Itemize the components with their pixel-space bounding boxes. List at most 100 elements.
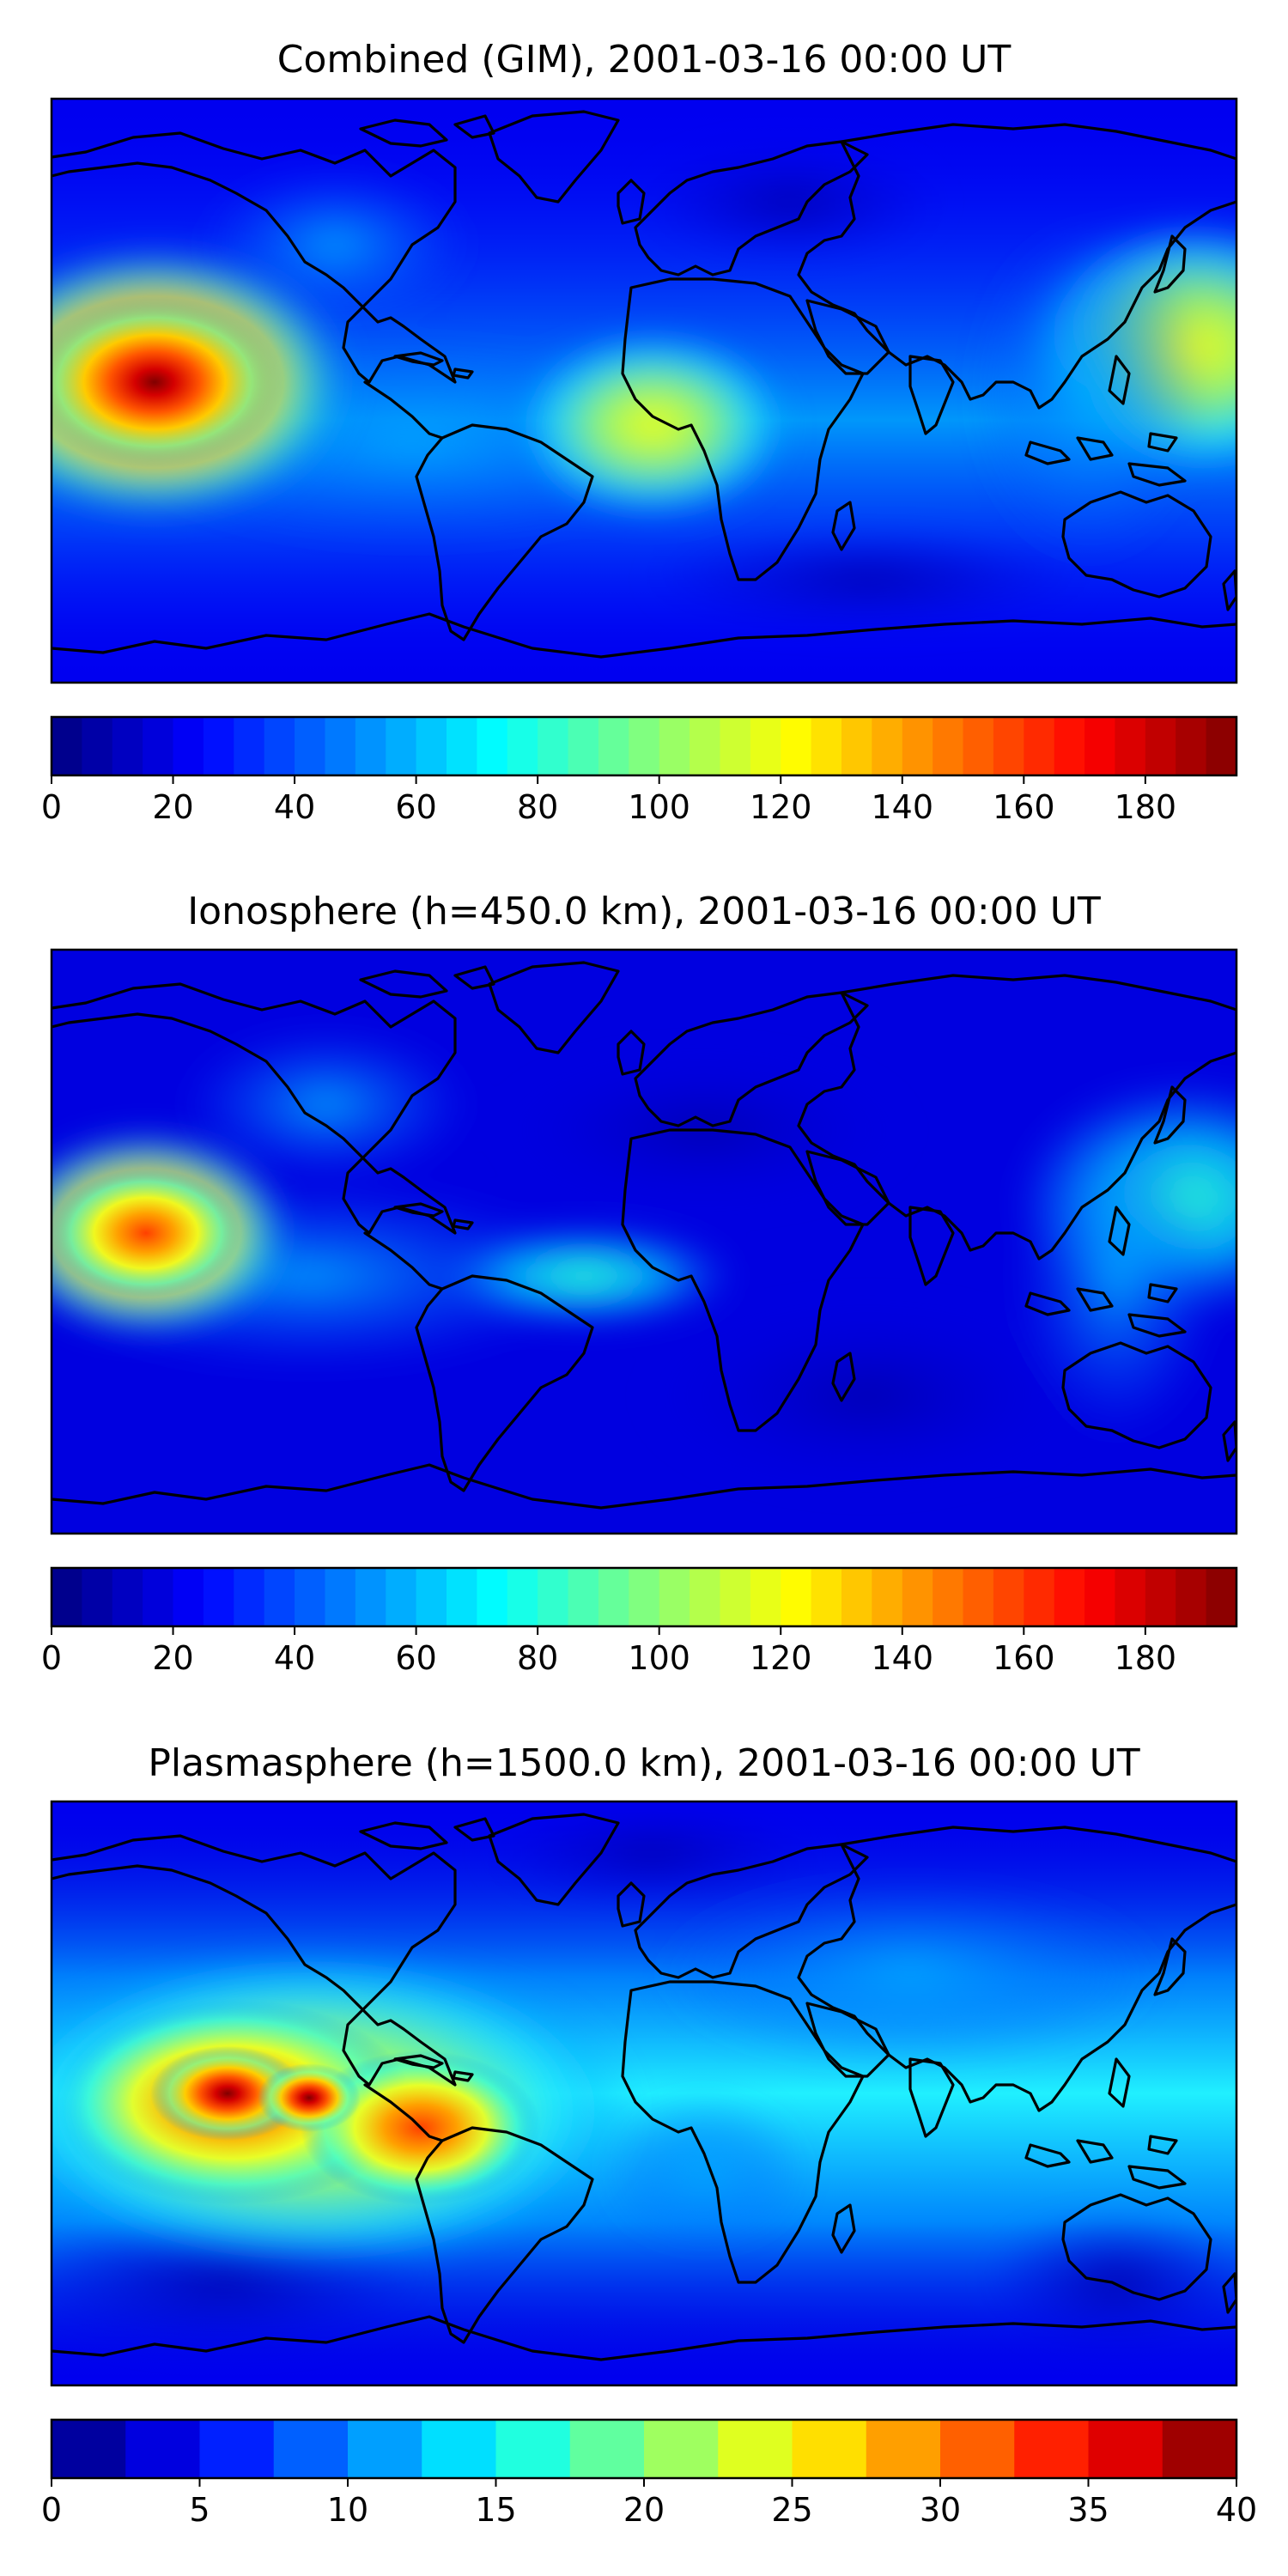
colorbar-level (199, 2420, 275, 2478)
colorbar-level (1054, 717, 1085, 775)
colorbar-level (538, 717, 569, 775)
map-ionosphere (50, 948, 1238, 1535)
colorbar-level (203, 1568, 234, 1626)
colorbar-level (112, 717, 143, 775)
colorbar-tick-label: 140 (872, 788, 934, 826)
colorbar-tick-label: 160 (993, 788, 1055, 826)
colorbar-level (325, 1568, 356, 1626)
colorbar-level (841, 717, 872, 775)
colorbar-tick-label: 30 (920, 2491, 961, 2529)
colorbar-tick-label: 180 (1115, 1639, 1177, 1677)
colorbar-tick-label: 60 (395, 1639, 436, 1677)
colorbar-level (52, 2420, 126, 2478)
colorbar-combined: 0 20 40 60 80 100 120 140 160 180 (41, 715, 1238, 826)
colorbar-level (629, 717, 660, 775)
colorbar-level (1024, 1568, 1055, 1626)
colorbar-level (82, 1568, 113, 1626)
colorbar-level (1176, 1568, 1207, 1626)
panel-title: Plasmasphere (h=1500.0 km), 2001-03-16 0… (148, 1741, 1139, 1785)
colorbar-level (355, 1568, 386, 1626)
colorbar-tick-label: 15 (475, 2491, 516, 2529)
colorbar-level (1054, 1568, 1085, 1626)
colorbar-level (538, 1568, 569, 1626)
colorbar-level (477, 717, 508, 775)
colorbar-level (264, 1568, 295, 1626)
colorbar-level (598, 1568, 629, 1626)
colorbar-level (690, 1568, 721, 1626)
colorbar-level (963, 717, 994, 775)
colorbar-tick-label: 100 (628, 1639, 690, 1677)
colorbar-level (933, 717, 964, 775)
colorbar-tick-label: 20 (623, 2491, 665, 2529)
colorbar-tick-label: 0 (41, 1639, 62, 1677)
panel-title: Combined (GIM), 2001-03-16 00:00 UT (277, 38, 1012, 82)
colorbar-level (1176, 717, 1207, 775)
colorbar-level (1084, 1568, 1116, 1626)
colorbar-level (841, 1568, 872, 1626)
colorbar-level (447, 717, 477, 775)
colorbar-level (690, 717, 721, 775)
colorbar-tick-label: 40 (1216, 2491, 1257, 2529)
colorbar-ionosphere: 0 20 40 60 80 100 120 140 160 180 (41, 1566, 1238, 1677)
colorbar-tick-label: 0 (41, 2491, 62, 2529)
colorbar-tick-label: 120 (750, 1639, 812, 1677)
colorbar-level (569, 2420, 645, 2478)
colorbar-level (173, 717, 204, 775)
panel-combined: Combined (GIM), 2001-03-16 00:00 UT (41, 38, 1238, 826)
colorbar-level (264, 717, 295, 775)
colorbar-level (82, 717, 113, 775)
colorbar-level (52, 1568, 82, 1626)
colorbar-level (386, 1568, 417, 1626)
colorbar-level (781, 1568, 812, 1626)
colorbar-tick-label: 20 (152, 1639, 193, 1677)
colorbar-level (720, 717, 751, 775)
colorbar-level (203, 717, 234, 775)
colorbar-level (902, 717, 933, 775)
colorbar-level (963, 1568, 994, 1626)
colorbar-level (1206, 1568, 1237, 1626)
colorbar-level (1024, 717, 1055, 775)
colorbar-level (902, 1568, 933, 1626)
colorbar-tick-label: 100 (628, 788, 690, 826)
colorbar-tick-label: 40 (274, 1639, 315, 1677)
colorbar-level (386, 717, 417, 775)
colorbar-tick-label: 5 (189, 2491, 210, 2529)
tec-field (52, 99, 1236, 683)
colorbar-level (940, 2420, 1015, 2478)
colorbar-level (1115, 717, 1146, 775)
colorbar-tick-label: 20 (152, 788, 193, 826)
colorbar-plasmasphere: 0 5 10 15 20 25 30 35 40 (41, 2418, 1257, 2529)
colorbar-level (872, 1568, 903, 1626)
colorbar-level (811, 717, 842, 775)
map-combined (50, 97, 1238, 684)
colorbar-level (143, 717, 174, 775)
colorbar-tick-label: 35 (1067, 2491, 1109, 2529)
colorbar-level (659, 1568, 690, 1626)
colorbar-level (933, 1568, 964, 1626)
colorbar-level (568, 1568, 599, 1626)
colorbar-tick-label: 60 (395, 788, 436, 826)
colorbar-level (447, 1568, 477, 1626)
colorbar-level (1088, 2420, 1163, 2478)
colorbar-level (1115, 1568, 1146, 1626)
colorbar-tick-label: 160 (993, 1639, 1055, 1677)
tec-field (52, 1801, 1236, 2385)
colorbar-level (750, 717, 781, 775)
colorbar-level (644, 2420, 719, 2478)
colorbar-level (750, 1568, 781, 1626)
colorbar-level (598, 717, 629, 775)
colorbar-level (866, 2420, 941, 2478)
colorbar-level (507, 1568, 538, 1626)
colorbar-tick-label: 40 (274, 788, 315, 826)
colorbar-level (416, 1568, 447, 1626)
colorbar-level (173, 1568, 204, 1626)
colorbar-level (1084, 717, 1116, 775)
colorbar-level (143, 1568, 174, 1626)
colorbar-level (422, 2420, 497, 2478)
colorbar-level (792, 2420, 867, 2478)
colorbar-level (568, 717, 599, 775)
colorbar-level (629, 1568, 660, 1626)
colorbar-level (273, 2420, 349, 2478)
colorbar-level (993, 1568, 1024, 1626)
